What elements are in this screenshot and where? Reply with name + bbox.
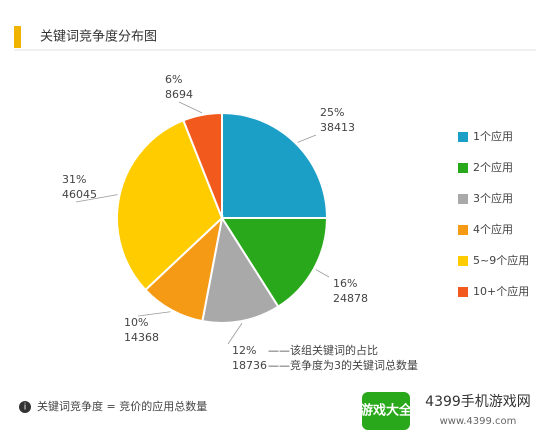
count-label: 8694 <box>165 88 193 101</box>
pie-slice <box>221 111 329 219</box>
count-label: 38413 <box>320 121 355 134</box>
leader-line <box>75 194 118 203</box>
legend-label: 5~9个应用 <box>473 253 529 267</box>
count-label: 24878 <box>333 292 368 305</box>
footnote: 关键词竞争度 = 竞价的应用总数量 <box>37 399 207 413</box>
chart-title: 关键词竞争度分布图 <box>40 29 157 45</box>
legend-swatch <box>458 132 468 142</box>
annotation: ——该组关键词的占比 <box>268 343 378 357</box>
count-label: 18736 <box>232 359 267 372</box>
percent-label: 16% <box>333 277 357 290</box>
info-icon <box>19 401 31 413</box>
watermark-badge-text: 游戏大全 <box>360 403 413 419</box>
legend-label: 10+个应用 <box>473 284 529 298</box>
percent-label: 10% <box>124 316 148 329</box>
legend-swatch <box>458 287 468 297</box>
leader-line <box>178 101 203 114</box>
pie-slice <box>220 217 329 309</box>
pie-slice <box>116 119 224 292</box>
legend-label: 4个应用 <box>473 222 513 236</box>
pie-slice <box>182 111 223 219</box>
legend-label: 1个应用 <box>473 129 513 143</box>
watermark-url: www.4399.com <box>440 416 517 427</box>
leader-line <box>227 322 243 345</box>
leader-line <box>315 269 330 278</box>
percent-label: 12% <box>232 344 256 357</box>
count-label: 46045 <box>62 188 97 201</box>
percent-label: 31% <box>62 173 86 186</box>
percent-label: 25% <box>320 106 344 119</box>
percent-label: 6% <box>165 73 182 86</box>
legend-label: 3个应用 <box>473 191 513 205</box>
count-label: 14368 <box>124 331 159 344</box>
pie-slice <box>201 215 280 324</box>
legend-swatch <box>458 225 468 235</box>
annotation: ——竞争度为3的关键词总数量 <box>268 358 418 372</box>
legend-swatch <box>458 194 468 204</box>
watermark-badge <box>362 392 410 430</box>
legend-label: 2个应用 <box>473 160 513 174</box>
leader-line <box>137 311 171 317</box>
legend-swatch <box>458 163 468 173</box>
title-accent <box>14 26 21 48</box>
legend-swatch <box>458 256 468 266</box>
watermark-site: 4399手机游戏网 <box>425 394 531 410</box>
info-glyph: i <box>24 403 27 413</box>
leader-line <box>297 134 317 143</box>
